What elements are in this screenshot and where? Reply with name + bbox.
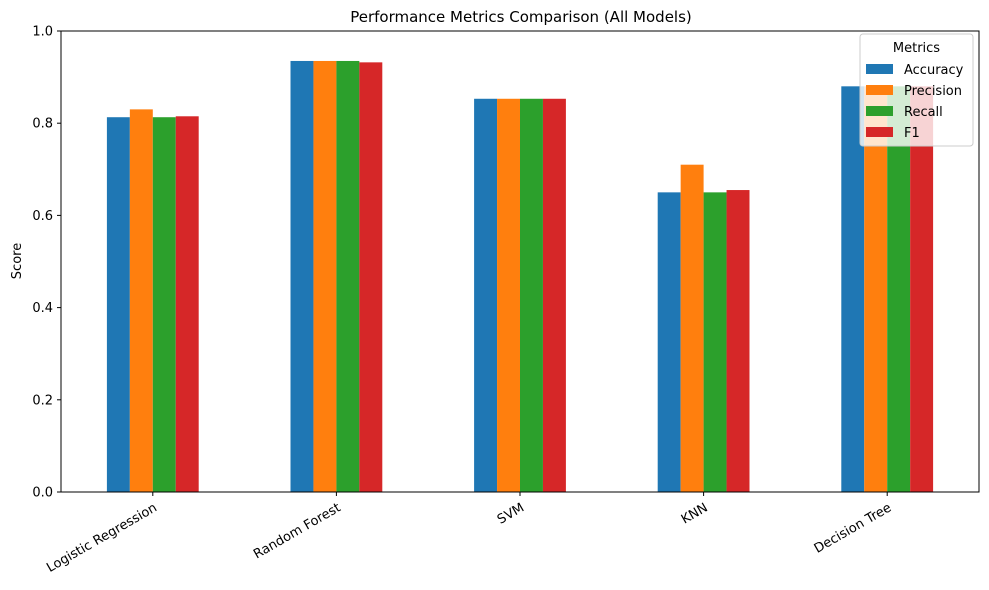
bar-recall-1 <box>152 117 176 493</box>
bar-recall-5 <box>887 86 911 492</box>
bar-f1-1 <box>175 116 199 492</box>
legend-swatch-accuracy <box>866 64 893 74</box>
y-tick-label: 0.6 <box>32 209 53 224</box>
chart-title: Performance Metrics Comparison (All Mode… <box>350 8 692 26</box>
y-axis-label: Score <box>10 243 25 279</box>
bar-precision-3 <box>497 98 520 493</box>
bar-accuracy-3 <box>474 98 498 493</box>
bar-accuracy-1 <box>106 117 130 493</box>
y-tick-label: 0.0 <box>32 486 53 501</box>
bar-f1-2 <box>359 62 383 492</box>
bar-accuracy-4 <box>657 192 681 492</box>
bar-recall-4 <box>703 192 727 492</box>
bar-f1-3 <box>542 98 566 493</box>
bar-accuracy-2 <box>290 60 314 493</box>
bar-precision-1 <box>129 109 153 493</box>
legend-label-recall: Recall <box>904 105 943 120</box>
legend-label-accuracy: Accuracy <box>904 63 964 78</box>
bar-accuracy-5 <box>841 86 865 492</box>
legend-swatch-precision <box>866 85 893 95</box>
bars-group <box>106 60 934 493</box>
legend-swatch-f1 <box>866 127 893 137</box>
legend-swatch-recall <box>866 106 893 116</box>
y-tick-label: 0.2 <box>32 393 53 408</box>
y-tick-label: 1.0 <box>32 25 53 40</box>
y-tick-label: 0.8 <box>32 117 53 132</box>
bar-recall-3 <box>520 98 543 493</box>
bar-precision-4 <box>680 164 704 492</box>
legend-title: Metrics <box>893 41 940 56</box>
bar-precision-2 <box>313 60 337 493</box>
legend-label-f1: F1 <box>904 126 920 141</box>
bar-f1-4 <box>726 190 750 493</box>
y-tick-label: 0.4 <box>32 301 53 316</box>
bar-recall-2 <box>336 60 360 493</box>
bar-precision-5 <box>864 86 888 492</box>
legend: Metrics Accuracy Precision Recall F1 <box>859 33 974 147</box>
bar-f1-5 <box>910 86 934 492</box>
legend-label-precision: Precision <box>904 84 962 99</box>
legend-box <box>859 33 974 147</box>
